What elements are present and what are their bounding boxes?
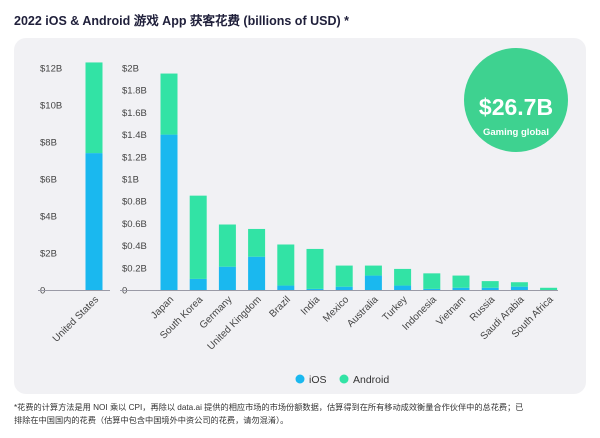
bar-ios: [452, 287, 470, 290]
y-tick-label: $0.2B: [122, 263, 147, 274]
bar-ios: [481, 287, 499, 290]
footnote-line-1: *花费的计算方法是用 NOI 乘以 CPI，再除以 data.ai 提供的相应市…: [14, 403, 524, 412]
bar-android: [364, 265, 382, 276]
y-tick-label: $12B: [40, 64, 62, 75]
footnote: *花费的计算方法是用 NOI 乘以 CPI，再除以 data.ai 提供的相应市…: [14, 401, 590, 427]
bar-ios: [306, 288, 324, 290]
bar-ios: [423, 288, 441, 290]
total-badge-circle: [464, 48, 568, 152]
bar-android: [218, 224, 236, 267]
total-badge-value: $26.7B: [479, 94, 553, 120]
bar-android: [277, 244, 295, 286]
y-tick-label: $0.8B: [122, 197, 147, 208]
bar-android: [85, 62, 103, 154]
bar-android: [540, 287, 558, 290]
footnote-line-2: 排除在中国国内的花费（估算中包含中国境外中资公司的花费，请勿混淆）。: [14, 416, 289, 425]
bar-android: [306, 248, 324, 289]
bar-android: [423, 273, 441, 289]
chart-title: 2022 iOS & Android 游戏 App 获客花费 (billions…: [14, 14, 349, 28]
x-tick-label: United Kingdom: [206, 294, 264, 352]
bar-android: [452, 275, 470, 288]
x-tick-label: Australia: [345, 294, 381, 330]
y-tick-label: $1.2B: [122, 152, 147, 163]
legend-ios-label: iOS: [309, 374, 327, 386]
bar-ios: [160, 134, 178, 290]
bar-android: [394, 268, 412, 286]
bar-ios: [335, 286, 353, 290]
bar-ios: [510, 286, 528, 290]
bar-android: [510, 282, 528, 287]
y-tick-label: $1.8B: [122, 86, 147, 97]
y-tick-label: $10B: [40, 101, 62, 112]
x-tick-label: Vietnam: [435, 294, 469, 328]
legend-android-swatch: [339, 374, 349, 384]
bar-ios: [85, 153, 103, 290]
total-badge-label: Gaming global: [483, 127, 549, 138]
legend-ios-swatch: [295, 374, 305, 384]
bar-android: [160, 73, 178, 135]
y-tick-label: $6B: [40, 175, 57, 186]
y-tick-label: $2B: [122, 64, 139, 75]
bar-ios: [248, 256, 266, 290]
x-tick-label: India: [299, 294, 322, 317]
y-tick-label: $2B: [40, 249, 57, 260]
bar-ios: [189, 278, 207, 290]
bar-android: [335, 265, 353, 287]
bar-ios: [394, 285, 412, 290]
y-tick-label: $8B: [40, 138, 57, 149]
x-tick-label: Japan: [149, 294, 176, 321]
x-tick-label: Brazil: [267, 294, 292, 319]
legend-android-label: Android: [353, 374, 389, 386]
y-tick-label: $0.6B: [122, 219, 147, 230]
x-tick-label: United States: [51, 294, 101, 344]
bar-ios: [218, 266, 236, 290]
bar-android: [481, 281, 499, 288]
y-tick-label: $1.4B: [122, 130, 147, 141]
bar-android: [189, 195, 207, 279]
bar-android: [248, 228, 266, 257]
bar-ios: [277, 285, 295, 290]
y-tick-label: $1B: [122, 175, 139, 186]
y-tick-label: $4B: [40, 212, 57, 223]
y-tick-label: $1.6B: [122, 108, 147, 119]
bar-ios: [364, 275, 382, 290]
y-tick-label: $0.4B: [122, 241, 147, 252]
